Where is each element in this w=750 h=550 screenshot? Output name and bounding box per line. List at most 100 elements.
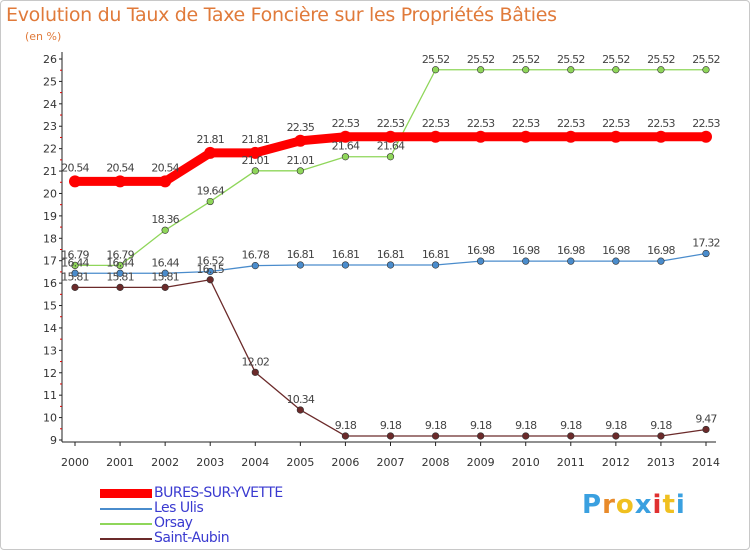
logo-letter: i	[675, 490, 686, 520]
chart-title: Evolution du Taux de Taxe Foncière sur l…	[6, 4, 557, 26]
legend-swatch-saint-aubin	[100, 538, 152, 540]
logo-letter: r	[602, 490, 616, 520]
data-label-orsay: 21.64	[332, 140, 360, 153]
data-point-les-ulis	[522, 257, 530, 265]
data-point-bures-sur-yvette	[339, 130, 352, 143]
data-point-saint-aubin	[477, 432, 485, 440]
y-tick-label: 19	[43, 210, 57, 223]
proxiti-logo: Proxiti	[582, 490, 686, 520]
y-tick-label: 23	[43, 120, 57, 133]
data-point-saint-aubin	[612, 432, 620, 440]
data-label-orsay: 21.64	[377, 140, 405, 153]
data-point-les-ulis	[657, 257, 665, 265]
data-label-orsay: 18.36	[151, 213, 179, 226]
data-point-orsay	[567, 66, 575, 74]
data-label-orsay: 25.52	[602, 53, 630, 66]
data-point-orsay	[386, 153, 395, 161]
data-point-orsay	[296, 167, 304, 175]
data-label-saint-aubin: 15.81	[151, 270, 179, 283]
data-label-bures-sur-yvette: 22.35	[287, 121, 315, 134]
data-point-les-ulis	[341, 261, 350, 269]
data-point-orsay	[116, 261, 124, 270]
data-point-saint-aubin	[431, 432, 440, 440]
data-label-les-ulis: 16.81	[332, 248, 360, 261]
data-label-les-ulis: 17.32	[692, 237, 720, 250]
data-point-bures-sur-yvette	[114, 175, 127, 188]
data-point-bures-sur-yvette	[474, 130, 487, 143]
data-label-saint-aubin: 9.18	[380, 419, 402, 432]
data-label-orsay: 25.52	[422, 53, 450, 66]
data-point-les-ulis	[251, 262, 259, 270]
legend-swatch-orsay	[100, 523, 152, 525]
x-tick-label: 2013	[647, 456, 675, 469]
data-label-saint-aubin: 10.34	[287, 393, 315, 406]
data-point-les-ulis	[206, 267, 214, 276]
y-tick-label: 18	[43, 232, 57, 245]
data-label-saint-aubin: 12.02	[242, 355, 270, 368]
logo-letter: x	[634, 490, 653, 520]
data-point-les-ulis	[71, 269, 79, 277]
y-tick-label: 9	[50, 434, 57, 447]
chart-unit: (en %)	[25, 30, 62, 43]
data-label-layer: 15.81 15.81 15.81 16.15 12.02 10.34 9.18 9.18 9.…	[61, 53, 721, 432]
data-label-saint-aubin: 9.18	[605, 419, 627, 432]
x-tick-label: 2002	[151, 456, 179, 469]
x-tick-label: 2006	[331, 456, 359, 469]
data-point-bures-sur-yvette	[204, 146, 217, 159]
data-point-bures-sur-yvette	[519, 130, 532, 143]
x-tick-label: 2005	[286, 456, 314, 469]
data-point-bures-sur-yvette	[700, 130, 712, 143]
data-point-orsay	[251, 167, 259, 175]
data-label-bures-sur-yvette: 20.54	[151, 161, 179, 174]
data-label-bures-sur-yvette: 22.53	[557, 117, 585, 130]
y-tick-label: 16	[43, 277, 57, 290]
data-label-saint-aubin: 9.18	[650, 419, 672, 432]
data-label-saint-aubin: 9.47	[695, 412, 717, 425]
data-label-orsay: 21.01	[287, 154, 315, 167]
data-point-bures-sur-yvette	[654, 130, 667, 143]
x-tick-label: 2000	[61, 456, 89, 469]
data-point-saint-aubin	[567, 432, 575, 440]
data-point-orsay	[161, 226, 169, 234]
data-point-orsay	[522, 66, 530, 74]
data-label-bures-sur-yvette: 20.54	[106, 161, 134, 174]
legend-label-saint-aubin: Saint-Aubin	[154, 530, 230, 546]
logo-letter: t	[662, 490, 676, 520]
data-point-les-ulis	[296, 261, 304, 269]
data-label-saint-aubin: 15.81	[106, 270, 134, 283]
data-label-bures-sur-yvette: 22.53	[602, 117, 630, 130]
legend-swatch-les-ulis	[100, 508, 152, 510]
x-tick-label: 2009	[467, 456, 495, 469]
series-layer	[69, 66, 712, 440]
data-point-orsay	[206, 197, 214, 206]
data-point-bures-sur-yvette	[294, 134, 307, 147]
x-tick-label: 2008	[422, 456, 450, 469]
x-tick-label: 2001	[106, 456, 134, 469]
x-tick-label: 2007	[377, 456, 405, 469]
y-tick-label: 24	[43, 98, 57, 111]
data-label-orsay: 19.64	[196, 185, 224, 198]
data-label-orsay: 21.01	[242, 154, 270, 167]
data-point-orsay	[612, 66, 620, 74]
axes: 9 10 11 12 13 14 15 16 17 18 19 20 21 22 23 24 25 26 2000 2…	[43, 52, 720, 469]
data-point-les-ulis	[702, 249, 710, 258]
x-tick-label: 2003	[196, 456, 224, 469]
y-tick-label: 14	[43, 322, 57, 335]
data-point-saint-aubin	[71, 283, 79, 291]
x-tick-label: 2004	[241, 456, 269, 469]
data-label-bures-sur-yvette: 22.53	[422, 117, 450, 130]
y-tick-label: 20	[43, 187, 57, 200]
data-point-bures-sur-yvette	[429, 130, 442, 143]
y-tick-label: 25	[43, 75, 57, 88]
data-point-saint-aubin	[341, 432, 350, 440]
data-label-orsay: 25.52	[692, 53, 720, 66]
data-label-les-ulis: 16.98	[647, 244, 675, 257]
data-label-les-ulis: 16.98	[557, 244, 585, 257]
data-label-orsay: 16.79	[106, 248, 134, 261]
data-label-les-ulis: 16.44	[106, 256, 134, 269]
data-label-orsay: 25.52	[557, 53, 585, 66]
data-label-bures-sur-yvette: 22.53	[512, 117, 540, 130]
data-point-bures-sur-yvette	[384, 130, 397, 143]
data-label-bures-sur-yvette: 21.81	[242, 133, 270, 146]
